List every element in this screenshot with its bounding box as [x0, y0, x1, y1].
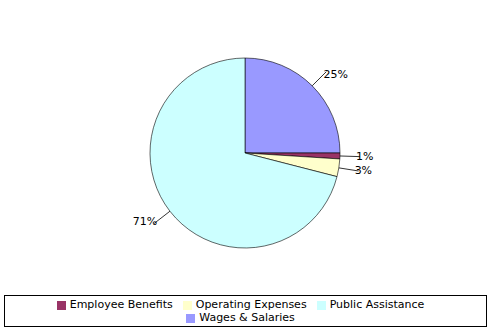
- svg-text:71%: 71%: [133, 215, 157, 228]
- svg-text:1%: 1%: [356, 150, 373, 163]
- html-text:Employee Benefits: Employee Benefits: [69, 298, 173, 311]
- html-text:Operating Expenses: Operating Expenses: [195, 298, 307, 311]
- svg-text:3%: 3%: [355, 164, 372, 177]
- html-text:Wages & Salaries: Wages & Salaries: [199, 311, 295, 324]
- html-text:Public Assistance: Public Assistance: [329, 298, 425, 311]
- svg-text:25%: 25%: [323, 68, 347, 81]
